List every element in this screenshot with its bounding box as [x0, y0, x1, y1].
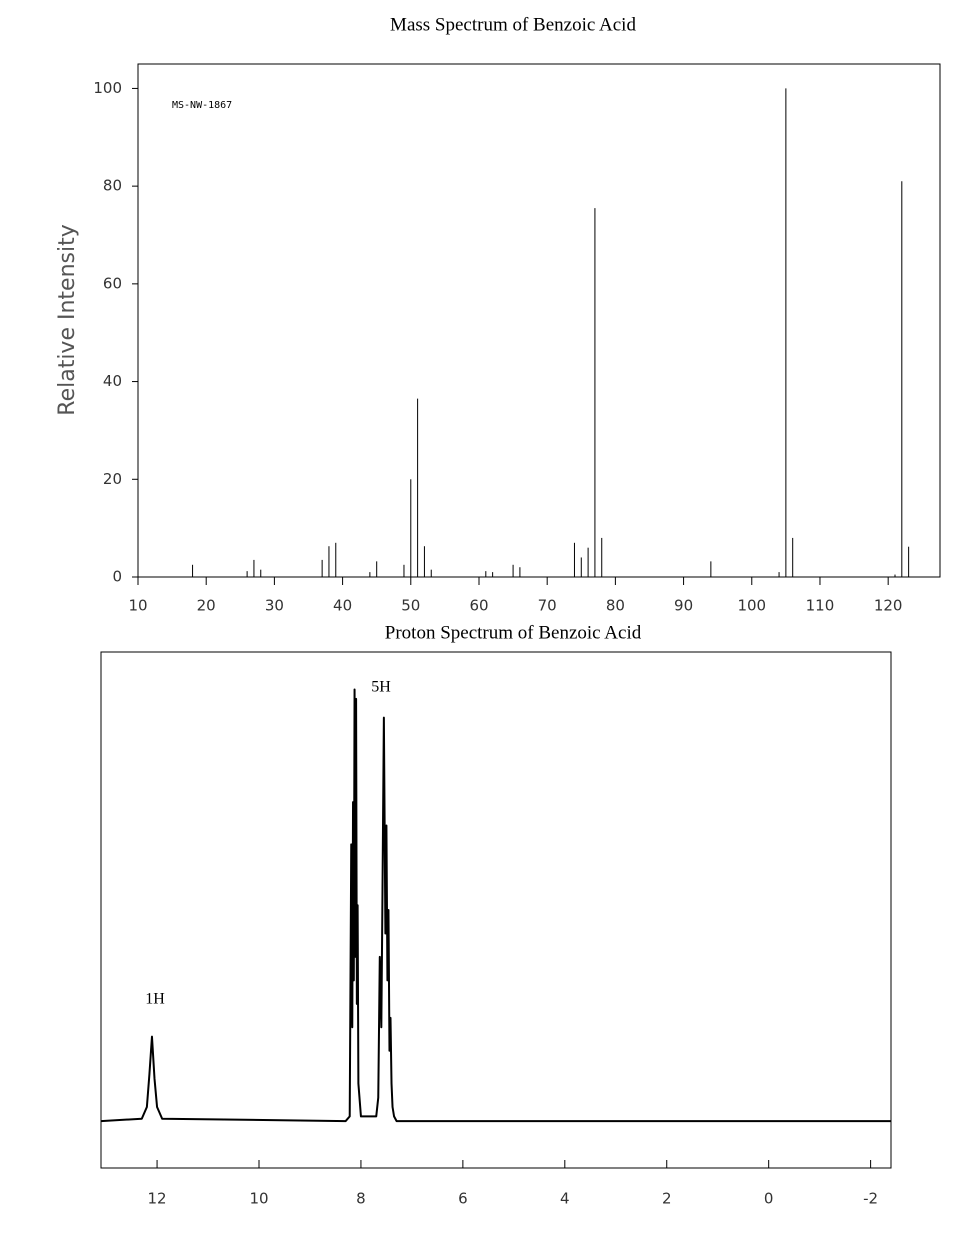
- x-tick-label: 6: [458, 1190, 468, 1208]
- x-tick-label: 110: [806, 597, 835, 615]
- plot-frame: [100, 651, 892, 1169]
- plot-frame: [137, 63, 941, 578]
- x-tick-label: -2: [863, 1190, 878, 1208]
- x-tick-label: 80: [606, 597, 625, 615]
- annotation: 5H: [371, 679, 391, 696]
- x-tick-label: 90: [674, 597, 693, 615]
- x-tick-label: 10: [249, 1190, 268, 1208]
- x-tick-label: 2: [662, 1190, 672, 1208]
- y-axis-label: Relative Intensity: [55, 224, 80, 415]
- x-tick-label: 8: [356, 1190, 366, 1208]
- y-tick-label: 80: [103, 177, 122, 195]
- x-tick-label: 0: [764, 1190, 774, 1208]
- y-tick-label: 40: [103, 372, 122, 390]
- spectrum-line: [100, 688, 891, 1123]
- x-tick-label: 12: [148, 1190, 167, 1208]
- x-tick-label: 50: [401, 597, 420, 615]
- y-tick-label: 20: [103, 470, 122, 488]
- y-tick-label: 60: [103, 274, 122, 292]
- x-tick-label: 120: [874, 597, 903, 615]
- chart-title: Proton Spectrum of Benzoic Acid: [385, 622, 642, 643]
- x-tick-label: 30: [265, 597, 284, 615]
- x-tick-label: 10: [128, 597, 147, 615]
- y-tick-label: 100: [93, 79, 122, 97]
- x-tick-label: 4: [560, 1190, 570, 1208]
- x-tick-label: 60: [469, 597, 488, 615]
- y-tick-label: 0: [112, 568, 122, 586]
- x-tick-label: 70: [538, 597, 557, 615]
- x-tick-label: 40: [333, 597, 352, 615]
- x-tick-label: 20: [197, 597, 216, 615]
- annotation: MS-NW-1867: [172, 100, 232, 111]
- chart-title: Mass Spectrum of Benzoic Acid: [390, 14, 636, 35]
- x-tick-label: 100: [737, 597, 766, 615]
- annotation: 1H: [145, 991, 165, 1008]
